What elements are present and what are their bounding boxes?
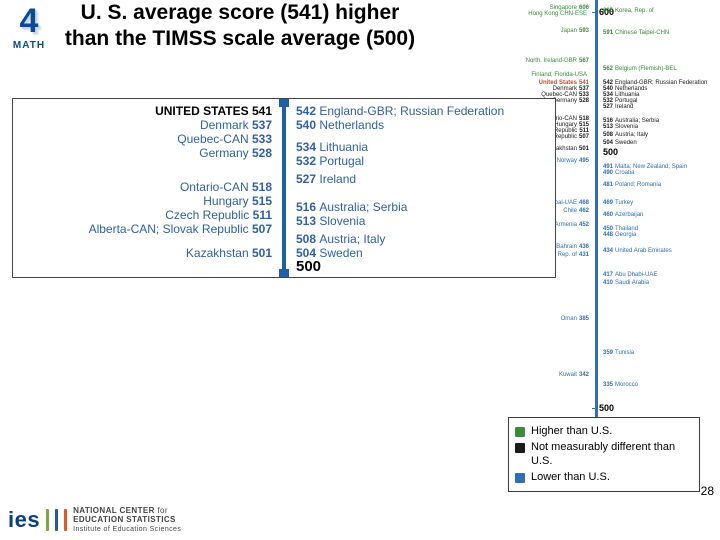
ies-logo: ies NATIONAL CENTER for EDUCATION STATIS…	[8, 507, 181, 534]
main-row: 508 Austria; Italy	[284, 233, 385, 247]
main-row: 513 Slovenia	[284, 215, 365, 229]
logo-subline: Institute of Education Sciences	[73, 526, 181, 534]
side-row: Japan593	[561, 28, 589, 34]
legend-item: Not measurably different than U.S.	[515, 441, 693, 467]
side-row: 469 Turkey	[595, 200, 633, 206]
side-row: 448 Georgia	[595, 232, 636, 238]
logo-bar-icon	[46, 509, 49, 531]
side-row: 481 Poland; Romania	[595, 182, 661, 188]
legend-swatch-icon	[515, 473, 525, 483]
logo-bar-icon	[64, 509, 67, 531]
main-row: Kazakhstan 501	[186, 247, 284, 261]
side-row: Armenia452	[555, 222, 589, 228]
logo-line2: EDUCATION STATISTICS	[73, 516, 181, 525]
page-number: 28	[701, 484, 714, 498]
main-row: Hungary 515	[203, 195, 284, 209]
side-row: Chile462	[563, 208, 589, 214]
main-row: UNITED STATES 541	[155, 105, 284, 119]
main-row: Alberta-CAN; Slovak Republic 507	[89, 223, 284, 237]
side-row: 591 Chinese Taipei-CHN	[595, 30, 669, 36]
side-row: 508 Austria; Italy	[595, 132, 648, 138]
side-row: North. Ireland-GBR567	[526, 58, 589, 64]
logo-line1b: for	[157, 506, 168, 515]
side-row: 335 Morocco	[595, 382, 638, 388]
side-row: 500	[595, 148, 620, 157]
main-row: Denmark 537	[200, 119, 284, 133]
ies-mark: ies	[8, 507, 40, 533]
side-row: Hong Kong CHN-ESE	[528, 11, 589, 17]
logo-text: NATIONAL CENTER for EDUCATION STATISTICS…	[73, 507, 181, 534]
side-row: 359 Tunisia	[595, 350, 634, 356]
legend-swatch-icon	[515, 443, 525, 453]
side-row: Germany528	[552, 98, 589, 104]
legend-item: Higher than U.S.	[515, 425, 693, 438]
legend-item: Lower than U.S.	[515, 471, 693, 484]
main-row: 540 Netherlands	[284, 119, 384, 133]
side-row: 504 Sweden	[595, 140, 637, 146]
main-row: 516 Australia; Serbia	[284, 201, 407, 215]
main-row: Germany 528	[199, 147, 284, 161]
badge-number: 4	[6, 4, 52, 38]
main-row: Quebec-CAN 533	[177, 133, 284, 147]
main-row: 504 Sweden	[284, 247, 363, 261]
tick-label: 500	[595, 403, 614, 413]
subject-badge: 4 MATH	[6, 4, 52, 58]
side-row: 527 Ireland	[595, 104, 633, 110]
side-row: 605 Korea, Rep. of	[595, 8, 654, 14]
side-row: Oman385	[561, 316, 589, 322]
side-row: Kuwait342	[559, 372, 589, 378]
side-row: Finland; Florida-USA	[531, 72, 589, 78]
side-row: 410 Saudi Arabia	[595, 280, 649, 286]
side-row: 417 Abu Dhabi-UAE	[595, 272, 657, 278]
legend-label: Higher than U.S.	[531, 425, 612, 438]
logo-bar-icon	[55, 509, 58, 531]
side-row: 460 Azerbaijan	[595, 212, 643, 218]
legend-swatch-icon	[515, 427, 525, 437]
main-row: 542 England-GBR; Russian Federation	[284, 105, 504, 119]
side-row: Bahrain436	[556, 244, 589, 250]
main-row: 532 Portugal	[284, 155, 364, 169]
side-row: 513 Slovenia	[595, 124, 638, 130]
legend-box: Higher than U.S. Not measurably different…	[508, 417, 700, 492]
main-row: Ontario-CAN 518	[180, 181, 284, 195]
zoom-panel: 500 UNITED STATES 541Denmark 537Quebec-C…	[12, 98, 556, 278]
logo-line1a: NATIONAL CENTER	[73, 506, 157, 515]
main-row: Czech Republic 511	[165, 209, 284, 223]
side-row: 434 United Arab Emirates	[595, 248, 672, 254]
legend-label: Not measurably different than U.S.	[531, 441, 693, 467]
side-row: Norway495	[557, 158, 589, 164]
legend-label: Lower than U.S.	[531, 471, 610, 484]
side-row: 490 Croatia	[595, 170, 634, 176]
badge-subject: MATH	[6, 40, 52, 51]
main-row: 534 Lithuania	[284, 141, 368, 155]
side-row: 562 Belgium (Flemish)-BEL	[595, 66, 677, 72]
slide-title: U. S. average score (541) higher than th…	[60, 0, 420, 53]
main-row: 527 Ireland	[284, 173, 356, 187]
